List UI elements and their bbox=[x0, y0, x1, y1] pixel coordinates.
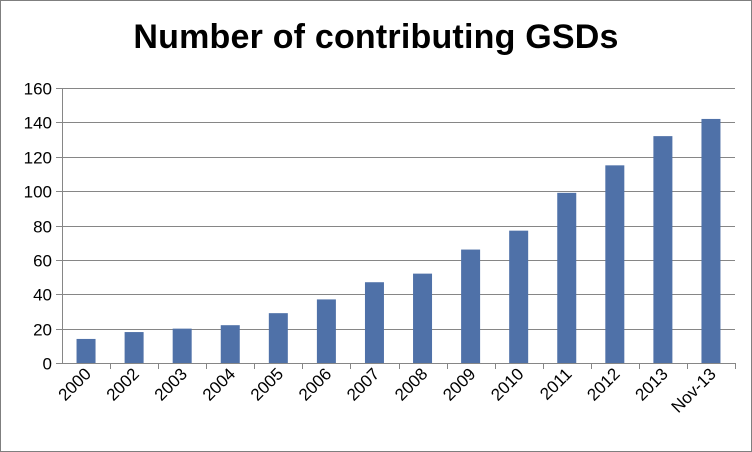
x-tick-label: 2003 bbox=[151, 364, 191, 404]
gridlines bbox=[62, 88, 735, 330]
bars bbox=[76, 118, 721, 364]
y-tick-label: 60 bbox=[33, 252, 52, 271]
y-tick-label: 40 bbox=[33, 286, 52, 305]
x-tick-label: 2007 bbox=[343, 364, 383, 404]
bar-2005 bbox=[268, 313, 288, 363]
y-tick-label: 0 bbox=[43, 355, 52, 374]
y-tick-label: 20 bbox=[33, 321, 52, 340]
bar-Nov-13 bbox=[701, 118, 721, 363]
bar-2004 bbox=[220, 325, 240, 363]
bar-2007 bbox=[364, 282, 384, 363]
y-tick-label: 80 bbox=[33, 218, 52, 237]
y-tick-label: 160 bbox=[24, 80, 52, 99]
bar-2009 bbox=[461, 249, 481, 363]
bar-2013 bbox=[653, 136, 673, 364]
x-tick-label: 2000 bbox=[55, 364, 95, 404]
x-tick-label: 2004 bbox=[199, 364, 239, 404]
x-tick-label: 2009 bbox=[439, 364, 479, 404]
x-tick-label: 2012 bbox=[583, 364, 623, 404]
bar-2002 bbox=[124, 332, 144, 363]
bar-2006 bbox=[316, 299, 336, 363]
bar-2012 bbox=[605, 165, 625, 363]
x-tick-label: 2006 bbox=[295, 364, 335, 404]
x-tick-label: 2002 bbox=[103, 364, 143, 404]
chart-title: Number of contributing GSDs bbox=[133, 18, 619, 56]
x-tick-label: 2010 bbox=[487, 364, 527, 404]
bar-2011 bbox=[557, 192, 577, 363]
y-tick-labels: 0 20 40 60 80 100 120 140 160 bbox=[24, 80, 52, 374]
axes bbox=[56, 88, 736, 369]
x-tick-label: 2011 bbox=[536, 364, 575, 403]
x-tick-label: Nov-13 bbox=[668, 364, 720, 416]
x-tick-labels: 2000 2002 2003 2004 2005 2006 2007 2008 2009 2010… bbox=[55, 364, 720, 416]
y-tick-label: 100 bbox=[24, 183, 52, 202]
x-tick-label: 2013 bbox=[632, 364, 672, 404]
y-tick-label: 140 bbox=[24, 114, 52, 133]
bar-2000 bbox=[76, 338, 96, 363]
y-tick-label: 120 bbox=[24, 149, 52, 168]
x-tick-label: 2005 bbox=[247, 364, 287, 404]
bar-2008 bbox=[413, 273, 433, 364]
bar-2003 bbox=[172, 328, 192, 364]
bar-2010 bbox=[509, 230, 529, 363]
x-tick-label: 2008 bbox=[391, 364, 431, 404]
